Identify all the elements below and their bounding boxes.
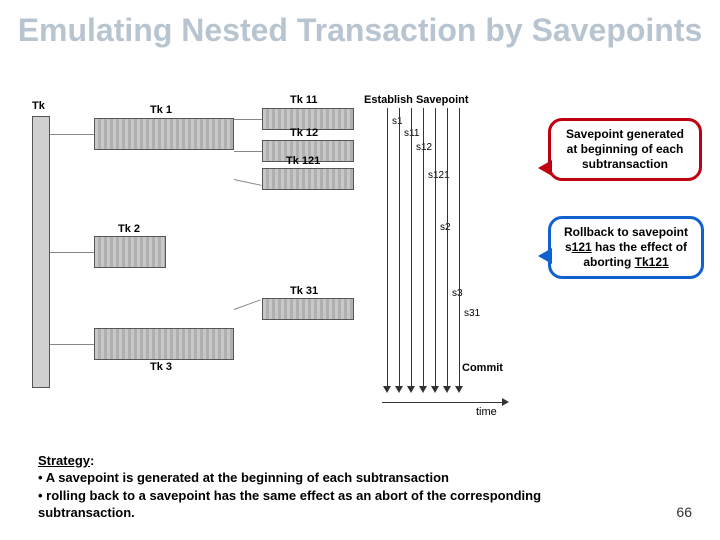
page-title: Emulating Nested Transaction by Savepoin… [0,0,720,57]
vline-s11 [399,108,400,386]
vline-s1 [387,108,388,386]
callout-rollback: Rollback to savepoint s121 has the effec… [548,216,704,279]
vline-s12 [411,108,412,386]
bar-tk121 [262,168,354,190]
arrow-s1 [383,386,391,393]
page-number: 66 [676,504,692,520]
strategy-bullet-2: rolling back to a savepoint has the same… [38,488,541,521]
arrow-s12 [407,386,415,393]
label-tk1: Tk 1 [150,104,172,116]
connector [50,134,94,135]
bar-tk2 [94,236,166,268]
arrow-s121 [419,386,427,393]
splabel-s31: s31 [464,308,480,319]
callout-tail-icon [538,248,552,264]
bar-tk1 [94,118,234,150]
arrow-s31 [455,386,463,393]
transaction-diagram: Establish Savepoint Commit Tk Tk 1 Tk 2 … [32,108,542,428]
arrow-s11 [395,386,403,393]
label-tk12: Tk 12 [290,127,318,139]
establish-label: Establish Savepoint [364,94,469,106]
connector [234,119,262,120]
connector [234,151,262,152]
splabel-s1: s1 [392,116,403,127]
strategy-bullet-1: A savepoint is generated at the beginnin… [46,470,449,485]
label-tk2: Tk 2 [118,223,140,235]
splabel-s3: s3 [452,288,463,299]
callout-tail-icon [538,160,552,176]
time-label: time [476,406,497,418]
time-arrow-icon [502,398,509,406]
bar-tk3 [94,328,234,360]
vline-s2 [435,108,436,386]
label-tk: Tk [32,100,45,112]
label-tk121: Tk 121 [286,155,320,167]
label-tk11: Tk 11 [290,94,318,106]
strategy-block: Strategy: • A savepoint is generated at … [38,452,578,522]
time-axis [382,402,502,403]
connector [234,179,262,186]
vline-s31 [459,108,460,386]
connector [50,344,94,345]
arrow-s3 [443,386,451,393]
label-tk3: Tk 3 [150,361,172,373]
strategy-heading: Strategy [38,453,90,468]
arrow-s2 [431,386,439,393]
bar-tk31 [262,298,354,320]
callout-savepoint: Savepoint generated at beginning of each… [548,118,702,181]
connector [50,252,94,253]
vline-s121 [423,108,424,386]
vline-s3 [447,108,448,386]
connector [234,299,261,310]
bar-tk [32,116,50,388]
splabel-s2: s2 [440,222,451,233]
splabel-s12: s12 [416,142,432,153]
label-tk31: Tk 31 [290,285,318,297]
commit-label: Commit [462,362,503,374]
